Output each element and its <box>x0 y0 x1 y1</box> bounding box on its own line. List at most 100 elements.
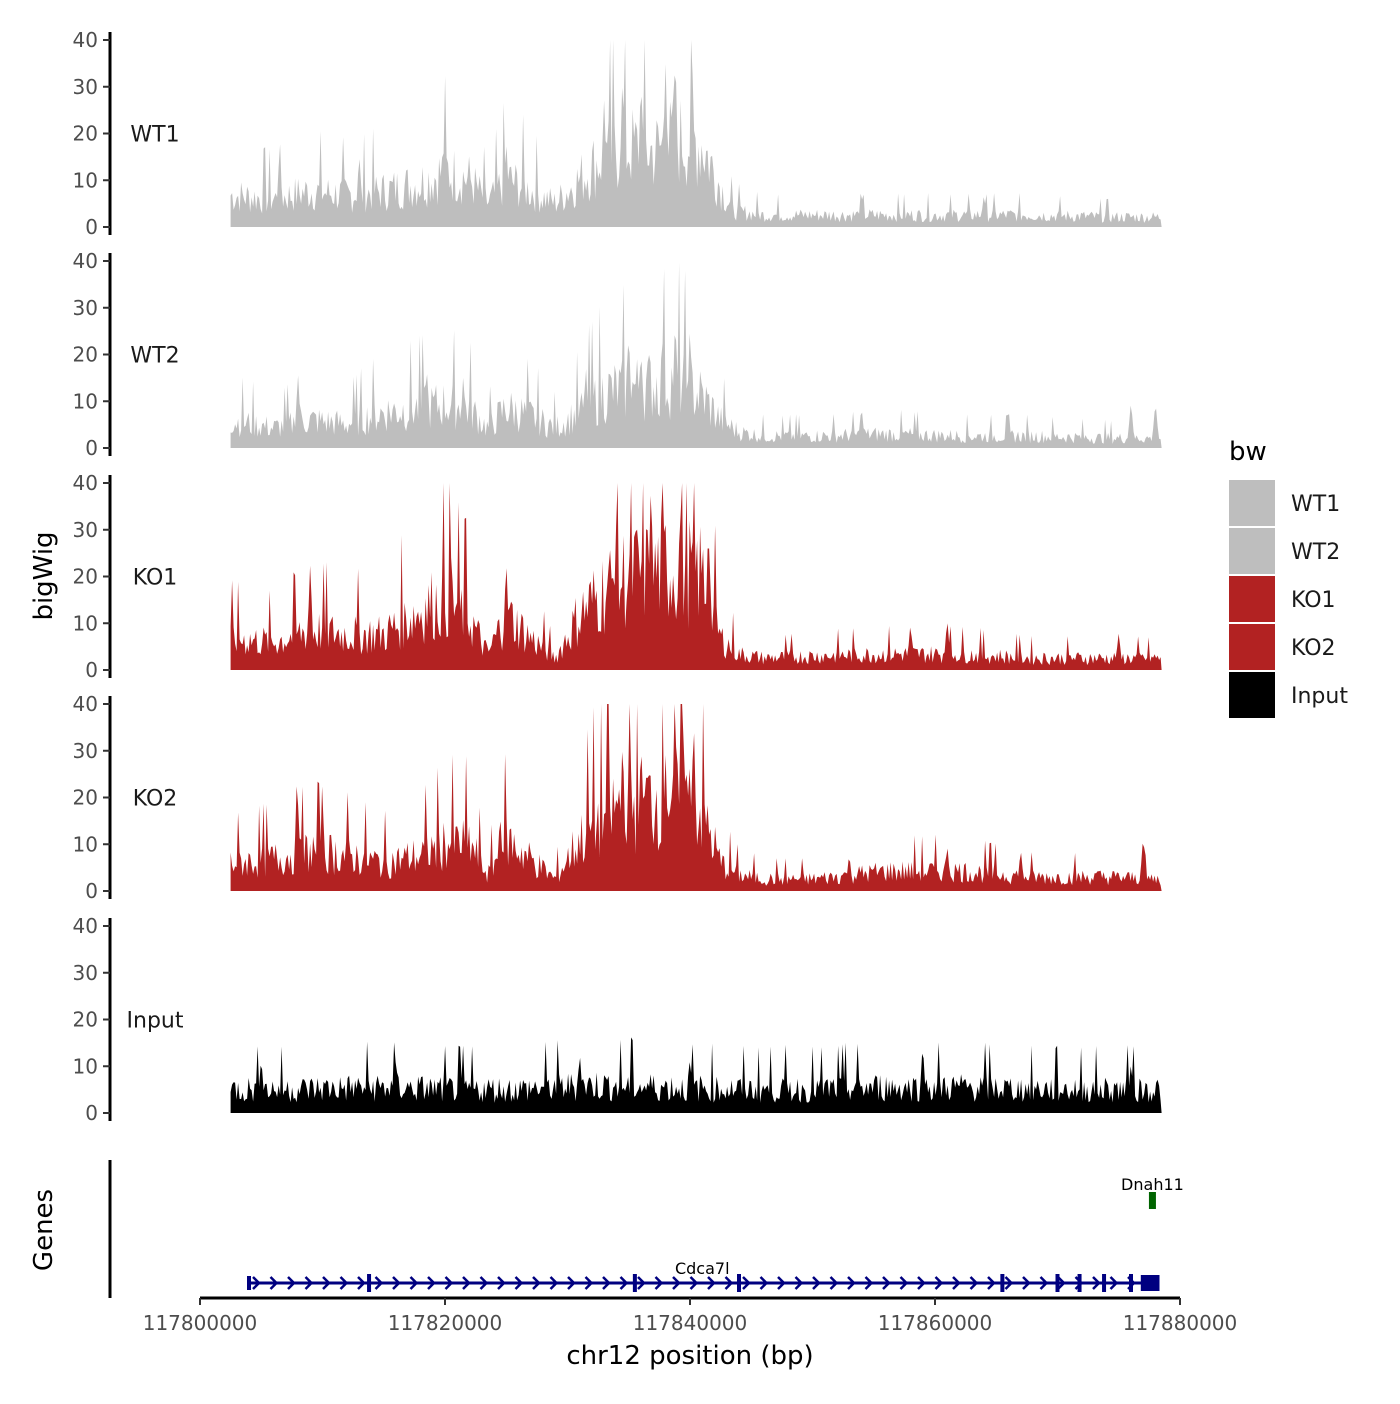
legend-label: WT2 <box>1291 540 1340 565</box>
y-tick-label: 30 <box>73 75 98 99</box>
genes-panel: Cdca7l Dnah11 <box>108 1160 1184 1298</box>
strand-arrow <box>794 1276 804 1290</box>
y-tick-label: 40 <box>73 249 98 273</box>
gene-cdca7l: Cdca7l <box>247 1259 1160 1292</box>
x-axis: 117800000 117820000 117840000 117860000 1178… <box>143 1296 1237 1335</box>
strand-arrow <box>497 1276 506 1290</box>
y-tick-label: 20 <box>73 343 98 367</box>
x-tick-label: 117860000 <box>878 1311 993 1335</box>
legend-label: KO1 <box>1291 588 1336 613</box>
strand-arrow <box>427 1276 436 1290</box>
strand-arrow <box>654 1276 664 1290</box>
y-tick-label: 40 <box>73 28 98 52</box>
strand-arrow <box>567 1276 576 1290</box>
track-panel-wt1: 0 10 20 30 40 WT1 <box>73 28 1162 239</box>
y-tick-label: 0 <box>85 1101 98 1125</box>
strand-arrow <box>409 1276 419 1290</box>
strand-arrow <box>1109 1276 1119 1290</box>
strand-arrow <box>602 1276 611 1290</box>
legend-item-input: Input <box>1229 672 1348 718</box>
strand-arrow <box>969 1276 979 1290</box>
y-tick-label: 20 <box>73 786 98 810</box>
strand-arrow <box>987 1276 996 1290</box>
exon <box>737 1274 741 1292</box>
exon <box>1129 1274 1133 1292</box>
strand-arrow <box>672 1276 681 1290</box>
coverage-area-input <box>230 1037 1162 1113</box>
y-tick-label: 0 <box>85 436 98 460</box>
exon <box>247 1276 251 1290</box>
y-axis-title: bigWig <box>29 531 59 620</box>
track-panel-ko1: 0 10 20 30 40 KO1 <box>73 471 1162 682</box>
strand-arrow <box>549 1276 559 1290</box>
legend-label: KO2 <box>1291 636 1336 661</box>
strand-arrow <box>847 1276 856 1290</box>
strand-arrow <box>777 1276 786 1290</box>
track-panel-input: 0 10 20 30 40 Input <box>73 914 1162 1125</box>
gene-label: Cdca7l <box>675 1259 730 1278</box>
exon-utr <box>1140 1275 1160 1291</box>
x-tick-label: 117800000 <box>143 1311 258 1335</box>
coverage-area-ko1 <box>230 483 1162 670</box>
gene-body <box>1148 1192 1156 1209</box>
coverage-area-wt2 <box>230 262 1162 448</box>
legend-swatch <box>1229 480 1275 526</box>
legend-title: bw <box>1229 437 1267 467</box>
coverage-area-wt1 <box>230 40 1162 227</box>
strand-arrow <box>392 1276 401 1290</box>
strand-arrow <box>707 1276 716 1290</box>
y-tick-label: 20 <box>73 565 98 589</box>
y-tick-label: 10 <box>73 389 98 413</box>
strand-arrow <box>864 1276 874 1290</box>
y-tick-label: 0 <box>85 658 98 682</box>
legend-swatch <box>1229 672 1275 718</box>
y-tick-label: 30 <box>73 518 98 542</box>
exon <box>1102 1274 1107 1292</box>
strand-arrow <box>812 1276 821 1290</box>
genes-axis-title: Genes <box>29 1189 59 1271</box>
strand-arrow <box>532 1276 541 1290</box>
strand-arrow <box>357 1276 366 1290</box>
strand-arrow <box>444 1276 454 1290</box>
strand-arrow <box>934 1276 944 1290</box>
track-label: WT2 <box>130 344 179 369</box>
legend-item-wt2: WT2 <box>1229 528 1340 574</box>
strand-arrow <box>689 1276 699 1290</box>
strand-arrow <box>252 1276 261 1290</box>
legend-item-ko2: KO2 <box>1229 624 1336 670</box>
legend: WT1 WT2 KO1 KO2 Input <box>1229 480 1348 718</box>
strand-arrow <box>619 1276 629 1290</box>
strand-arrow <box>514 1276 524 1290</box>
strand-arrow <box>1004 1276 1014 1290</box>
y-tick-label: 30 <box>73 739 98 763</box>
legend-label: WT1 <box>1291 492 1340 517</box>
strand-arrow <box>724 1276 734 1290</box>
strand-arrow <box>952 1276 961 1290</box>
strand-arrow <box>742 1276 751 1290</box>
strand-arrow <box>462 1276 471 1290</box>
strand-arrow <box>374 1276 384 1290</box>
exon <box>1055 1274 1060 1292</box>
exon <box>1077 1274 1082 1292</box>
strand-arrow <box>1092 1276 1101 1290</box>
gene-label: Dnah11 <box>1121 1175 1184 1194</box>
y-tick-label: 20 <box>73 122 98 146</box>
track-panel-wt2: 0 10 20 30 40 WT2 <box>73 249 1162 460</box>
x-axis-title: chr12 position (bp) <box>566 1341 813 1371</box>
y-tick-label: 40 <box>73 914 98 938</box>
strand-arrow <box>269 1276 279 1290</box>
strand-arrow <box>304 1276 314 1290</box>
strand-arrow <box>637 1276 646 1290</box>
y-tick-label: 0 <box>85 879 98 903</box>
track-label: Input <box>127 1009 184 1034</box>
y-tick-label: 40 <box>73 471 98 495</box>
strand-arrow <box>1022 1276 1031 1290</box>
strand-arrow <box>584 1276 594 1290</box>
legend-item-wt1: WT1 <box>1229 480 1340 526</box>
x-tick-label: 117820000 <box>388 1311 503 1335</box>
exon <box>1000 1274 1005 1292</box>
track-panel-ko2: 0 10 20 30 40 KO2 <box>73 692 1162 903</box>
y-tick-label: 10 <box>73 611 98 635</box>
y-tick-label: 40 <box>73 692 98 716</box>
